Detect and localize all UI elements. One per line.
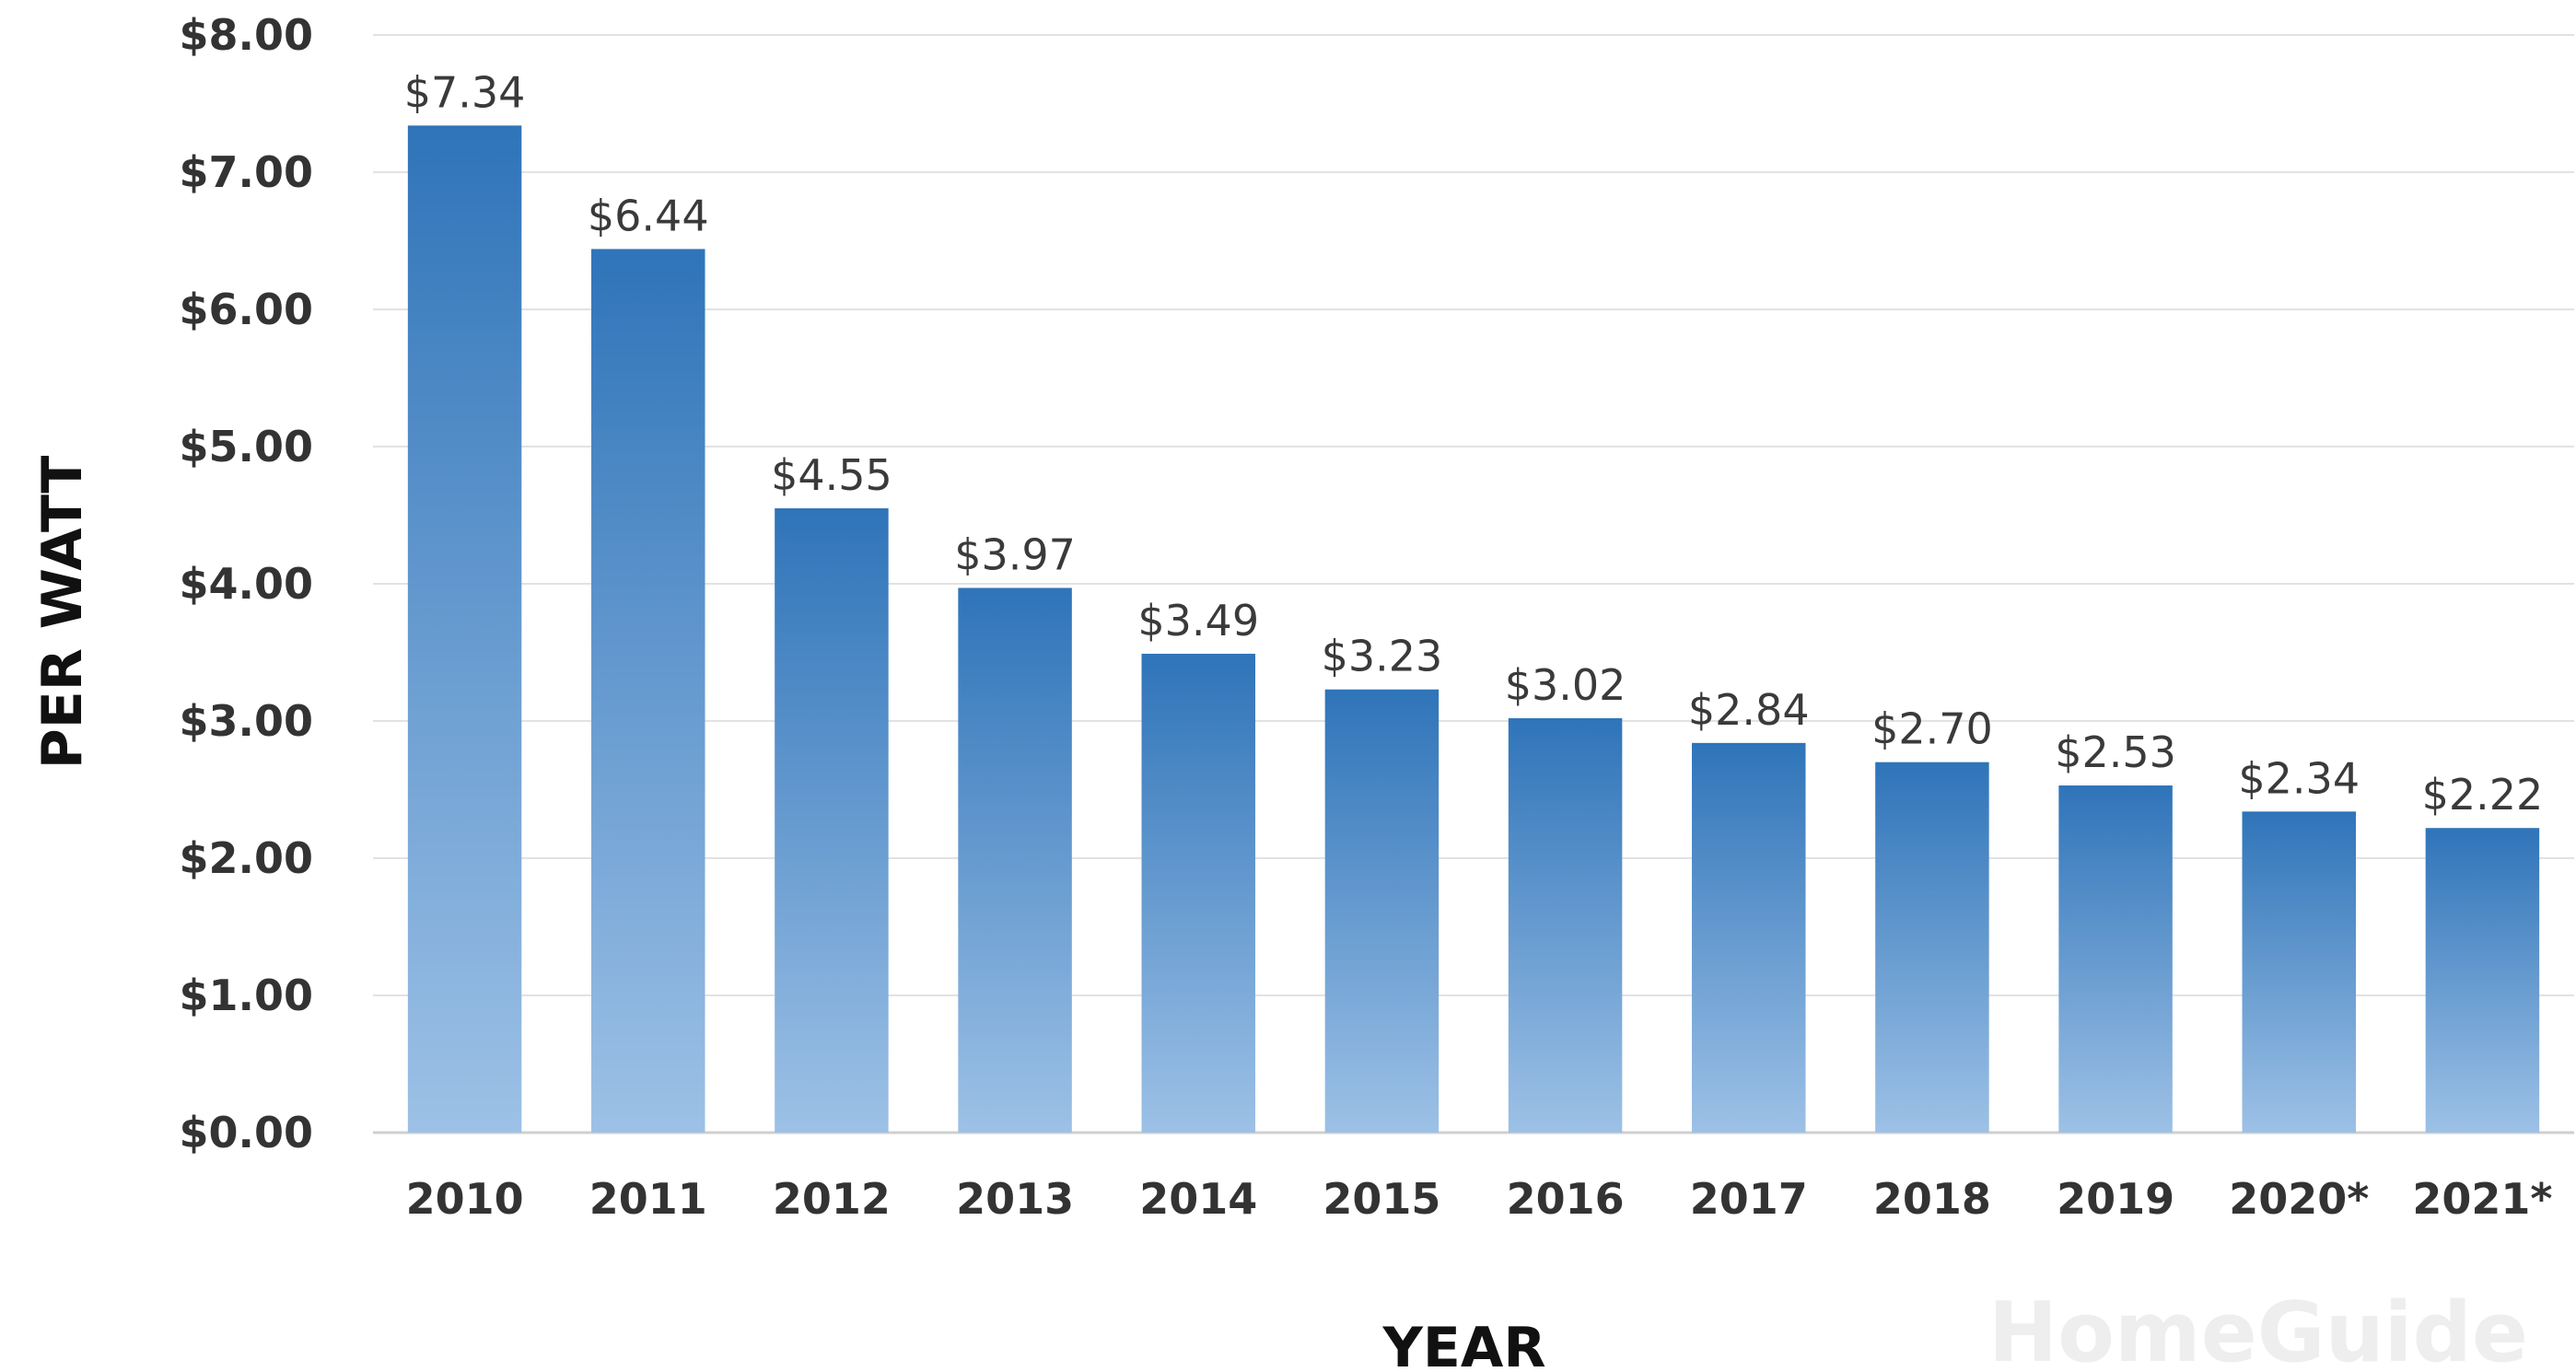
x-tick-label: 2011 <box>589 1174 707 1224</box>
data-label: $2.70 <box>1871 704 1993 754</box>
bar <box>1875 762 1989 1133</box>
y-tick-label: $6.00 <box>179 285 313 334</box>
bar <box>1324 689 1440 1133</box>
x-tick-label: 2016 <box>1507 1174 1625 1224</box>
y-tick-label: $5.00 <box>179 422 313 471</box>
bar <box>775 508 889 1133</box>
bar <box>2242 811 2356 1133</box>
data-label: $2.84 <box>1688 685 1810 735</box>
x-tick-label: 2012 <box>773 1174 891 1224</box>
data-label: $2.34 <box>2238 753 2360 803</box>
x-tick-label: 2013 <box>956 1174 1074 1224</box>
x-tick-label: 2019 <box>2057 1174 2174 1224</box>
y-tick-label: $8.00 <box>179 10 313 60</box>
data-label: $3.97 <box>954 529 1076 579</box>
x-tick-label: 2018 <box>1873 1174 1991 1224</box>
bar <box>2058 785 2173 1133</box>
bar <box>407 125 522 1134</box>
data-label: $6.44 <box>588 191 709 240</box>
bar <box>1141 653 1255 1133</box>
y-tick-label: $1.00 <box>179 971 313 1020</box>
bar <box>958 587 1072 1133</box>
x-axis-title: YEAR <box>1381 1316 1545 1372</box>
data-label: $2.22 <box>2422 770 2544 820</box>
y-tick-label: $3.00 <box>179 696 313 746</box>
data-label: $3.23 <box>1322 632 1443 681</box>
x-tick-label: 2021* <box>2412 1174 2552 1224</box>
x-tick-label: 2014 <box>1139 1174 1257 1224</box>
data-label: $4.55 <box>771 450 892 500</box>
bar <box>591 249 705 1133</box>
y-axis-title: PER WATT <box>30 456 95 770</box>
data-labels: $7.34 $6.44 $4.55 $3.97 $3.49 $3.23 $3.02 $2.84… <box>404 67 2544 820</box>
gridlines <box>373 34 2574 1134</box>
y-tick-label: $4.00 <box>179 559 313 609</box>
x-axis-ticks: 2010 2011 2012 2013 2014 2015 2016 2017 2018 2019… <box>406 1174 2553 1224</box>
y-tick-label: $2.00 <box>179 833 313 883</box>
x-tick-label: 2020* <box>2229 1174 2369 1224</box>
bar <box>2425 828 2540 1133</box>
data-label: $3.49 <box>1137 596 1259 645</box>
watermark-logo: HomeGuide <box>1988 1285 2528 1372</box>
data-label: $3.02 <box>1505 660 1626 710</box>
x-tick-label: 2010 <box>406 1174 524 1224</box>
x-tick-label: 2017 <box>1690 1174 1808 1224</box>
x-tick-label: 2015 <box>1323 1174 1440 1224</box>
bars <box>407 125 2540 1134</box>
data-label: $2.53 <box>2055 727 2176 777</box>
bar <box>1508 718 1623 1133</box>
data-label: $7.34 <box>404 67 526 117</box>
y-tick-label: $0.00 <box>179 1108 313 1157</box>
y-tick-label: $7.00 <box>179 147 313 197</box>
y-axis-ticks: $0.00 $1.00 $2.00 $3.00 $4.00 $5.00 $6.00 $7.00… <box>179 10 313 1157</box>
bar <box>1692 742 1806 1133</box>
